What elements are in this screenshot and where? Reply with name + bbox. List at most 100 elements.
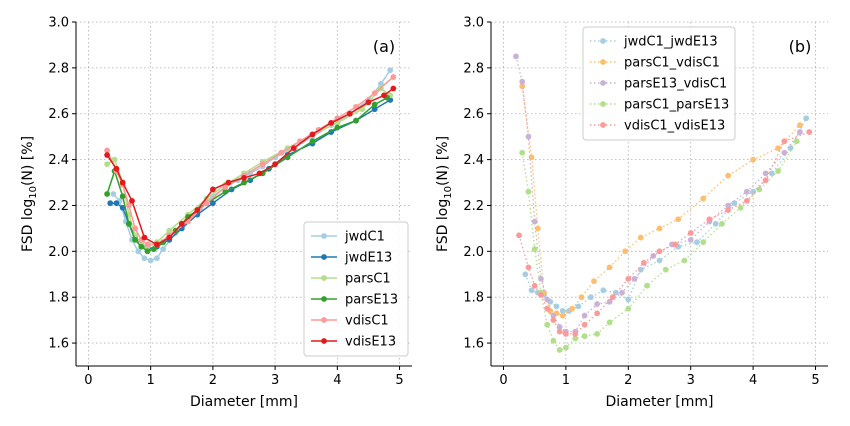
data-point (166, 227, 173, 234)
data-point (113, 200, 120, 207)
data-point (762, 177, 769, 184)
data-point (153, 255, 160, 262)
data-point (104, 147, 111, 154)
data-point (797, 122, 803, 129)
data-point (544, 296, 551, 303)
legend-label: parsC1 (345, 272, 391, 287)
data-point (562, 344, 569, 351)
data-point (640, 259, 647, 266)
data-point (185, 214, 191, 220)
series-jwdC1_jwdE13 (522, 115, 810, 314)
data-point (222, 188, 229, 195)
x-tick-label: 2 (624, 373, 632, 388)
data-point (625, 305, 632, 312)
x-tick-label: 3 (271, 373, 279, 388)
data-point (706, 216, 713, 223)
data-point (656, 225, 663, 232)
data-point (797, 129, 803, 135)
data-point (581, 333, 588, 340)
y-tick-label: 3.0 (463, 16, 484, 31)
legend-entry: parsC1_parsE13 (590, 98, 729, 113)
data-point (353, 117, 359, 124)
legend-swatch-marker (321, 233, 327, 239)
data-point (672, 241, 679, 248)
data-point (803, 115, 810, 122)
data-point (132, 236, 139, 243)
legend-entry: jwdE13 (311, 251, 392, 266)
data-point (150, 246, 157, 252)
data-point (609, 294, 616, 301)
data-point (259, 161, 266, 168)
x-tick-label: 5 (395, 373, 403, 388)
data-point (110, 191, 117, 197)
data-point (550, 337, 557, 344)
data-point (119, 193, 126, 200)
data-point (144, 248, 151, 255)
legend-swatch-marker (600, 59, 606, 65)
y-tick-label: 2.8 (463, 61, 484, 76)
data-point (371, 90, 378, 96)
legend-label: parsE13_vdisC1 (624, 77, 727, 92)
y-tick-label: 2.0 (463, 245, 484, 260)
data-point (519, 83, 526, 90)
data-point (371, 101, 378, 108)
legend-frame (582, 26, 736, 141)
data-point (125, 202, 132, 209)
data-point (743, 188, 750, 195)
data-point (119, 179, 126, 186)
data-point (328, 120, 335, 126)
data-point (147, 257, 154, 264)
x-tick-label: 3 (687, 373, 695, 388)
legend-entry: jwdC1_jwdE13 (590, 35, 718, 50)
data-point (334, 124, 341, 131)
data-point (559, 312, 566, 319)
y-tick-label: 1.6 (463, 337, 484, 352)
data-point (113, 165, 120, 172)
data-point (606, 264, 613, 271)
data-point (725, 207, 732, 213)
y-tick-label: 2.6 (48, 107, 69, 122)
y-axis-label-main: FSD log (20, 199, 36, 252)
legend-label: jwdC1 (344, 230, 385, 245)
data-point (562, 330, 569, 337)
legend: jwdC1 jwdE13 parsC1 parsE13 vdisC1 vdisE13 (303, 221, 409, 357)
data-point (241, 175, 247, 181)
data-point (377, 81, 384, 87)
series-line (518, 131, 810, 335)
data-point (687, 230, 694, 236)
data-point (587, 294, 594, 301)
data-point (111, 156, 118, 163)
x-axis-label: Diameter [mm] (190, 394, 298, 410)
series-line (521, 86, 801, 317)
legend-frame (303, 221, 409, 357)
x-axis-label: Diameter [mm] (605, 394, 713, 410)
data-point (572, 330, 579, 337)
y-axis-label-end: (N) [%] (20, 136, 36, 186)
data-point (622, 248, 629, 255)
data-point (531, 246, 538, 252)
data-point (178, 220, 185, 227)
series-parsC1_parsE13 (519, 138, 800, 353)
y-tick-label: 2.6 (463, 107, 484, 122)
data-point (104, 161, 111, 168)
series-line (524, 117, 807, 312)
data-point (544, 305, 551, 312)
data-point (553, 303, 560, 310)
legend-entry: vdisC1_vdisE13 (590, 119, 725, 134)
data-point (129, 197, 135, 204)
data-point (662, 266, 669, 273)
legend-label: parsE13 (345, 293, 398, 308)
data-point (390, 74, 397, 80)
data-point (107, 200, 114, 207)
data-point (781, 149, 788, 156)
data-point (334, 120, 341, 126)
legend-label: jwdC1_jwdE13 (623, 35, 718, 50)
x-tick-label: 1 (147, 373, 155, 388)
data-point (141, 234, 148, 241)
data-point (222, 184, 229, 191)
data-point (725, 202, 732, 209)
data-point (775, 145, 781, 152)
data-point (750, 188, 757, 195)
data-point (160, 246, 167, 252)
data-point (569, 305, 576, 312)
